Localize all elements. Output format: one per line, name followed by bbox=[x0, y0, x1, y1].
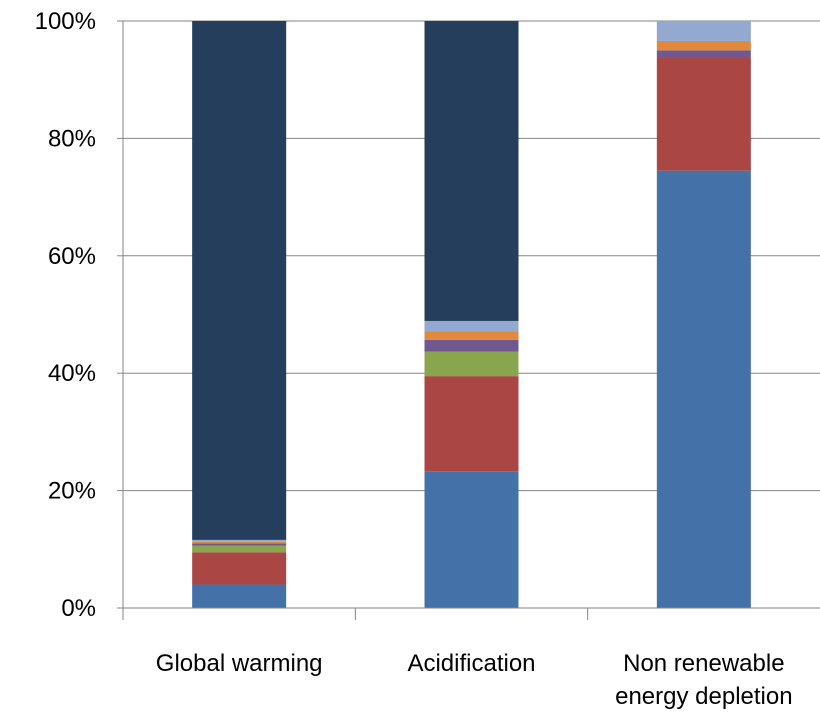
bar-segment bbox=[424, 21, 519, 321]
bar-segment bbox=[424, 376, 519, 472]
y-tick-label: 0% bbox=[61, 595, 96, 622]
y-tick-label: 20% bbox=[48, 478, 96, 505]
bar-segment bbox=[192, 541, 287, 544]
axes bbox=[117, 20, 820, 620]
bar-segment bbox=[424, 331, 519, 340]
bar-segment bbox=[192, 584, 287, 608]
bar-segment bbox=[192, 552, 287, 585]
bar-segment bbox=[192, 545, 287, 553]
bars bbox=[192, 21, 751, 608]
y-tick-label: 100% bbox=[35, 8, 96, 35]
bar-segment bbox=[192, 539, 287, 542]
bar-segment bbox=[424, 339, 519, 352]
bar-segment bbox=[656, 57, 751, 171]
y-axis-tick-labels: 0% 20% 40% 60% 80% 100% bbox=[35, 8, 96, 622]
bar-segment bbox=[424, 471, 519, 608]
bar-segment bbox=[656, 21, 751, 41]
bar-segment bbox=[424, 351, 519, 377]
bar-segment bbox=[192, 543, 287, 546]
bar-segment bbox=[424, 320, 519, 332]
y-tick-label: 80% bbox=[48, 125, 96, 152]
y-tick-label: 60% bbox=[48, 243, 96, 270]
x-category-label: Global warming bbox=[156, 650, 323, 677]
bar-segment bbox=[656, 170, 751, 608]
bar-segment bbox=[192, 21, 287, 540]
bar-segment bbox=[656, 40, 751, 51]
x-category-label: Acidification bbox=[407, 650, 535, 677]
bar-segment bbox=[656, 50, 751, 58]
x-axis-category-labels: Global warming Acidification Non renewable… bbox=[156, 650, 793, 710]
y-tick-label: 40% bbox=[48, 360, 96, 387]
x-category-label: Non renewable energy depletion bbox=[615, 650, 792, 710]
